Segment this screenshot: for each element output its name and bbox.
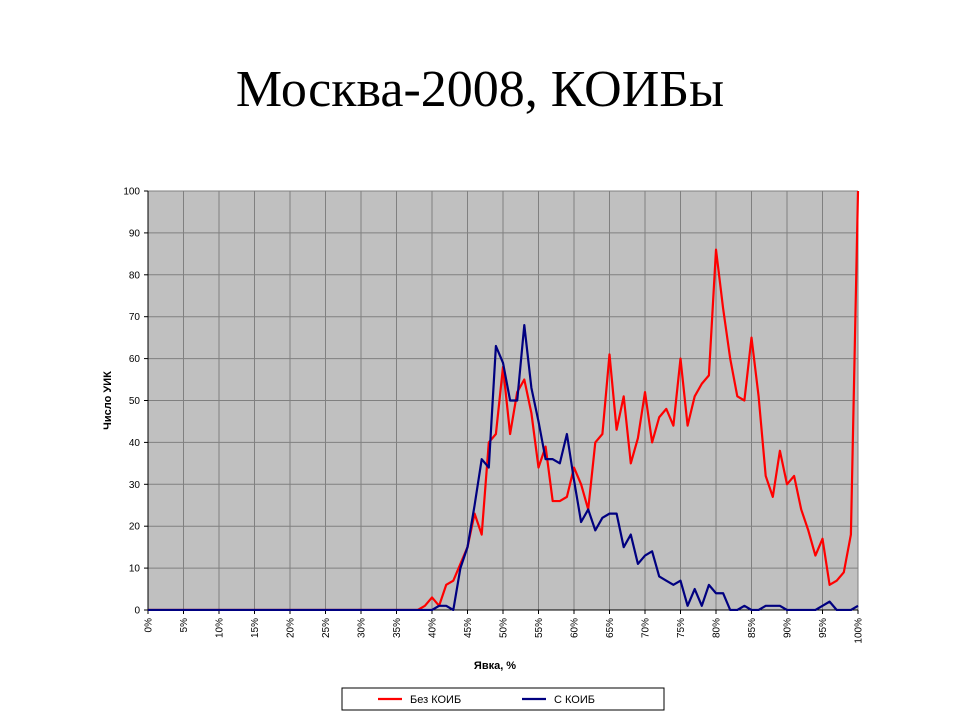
x-tick-label: 20% bbox=[286, 618, 297, 638]
x-tick-label: 90% bbox=[783, 618, 794, 638]
x-tick-label: 40% bbox=[428, 618, 439, 638]
x-tick-label: 70% bbox=[641, 618, 652, 638]
y-axis-label: Число УИК bbox=[102, 371, 114, 430]
x-tick-label: 10% bbox=[215, 618, 226, 638]
x-tick-label: 65% bbox=[605, 618, 616, 638]
y-tick-label: 90 bbox=[129, 228, 141, 239]
legend-label-bez-koib: Без КОИБ bbox=[410, 694, 461, 706]
y-tick-label: 70 bbox=[129, 312, 141, 323]
x-tick-label: 75% bbox=[676, 618, 687, 638]
x-axis: 0% 5% 10% 15% 20% 25% 30% 35% 40% 45% 50% 55% 60% 65%… bbox=[144, 609, 865, 644]
legend-box bbox=[341, 687, 665, 711]
x-tick-label: 35% bbox=[392, 618, 403, 638]
y-tick-label: 40 bbox=[129, 438, 141, 449]
x-tick-label: 45% bbox=[463, 618, 474, 638]
x-tick-label: 85% bbox=[747, 618, 758, 638]
x-tick-label: 25% bbox=[321, 618, 332, 638]
x-axis-label: Явка, % bbox=[474, 660, 516, 672]
y-axis: 0 10 20 30 40 50 60 70 80 90 100 bbox=[123, 187, 149, 617]
series-line-s-koib bbox=[148, 323, 859, 611]
x-tick-label: 60% bbox=[570, 618, 581, 638]
x-tick-label: 30% bbox=[357, 618, 368, 638]
series-layer bbox=[148, 190, 860, 611]
x-tick-label: 80% bbox=[712, 618, 723, 638]
x-tick-label: 95% bbox=[818, 618, 829, 638]
y-tick-label: 30 bbox=[129, 480, 141, 491]
x-tick-label: 5% bbox=[179, 618, 190, 633]
x-tick-label: 0% bbox=[144, 618, 155, 633]
y-tick-label: 50 bbox=[129, 396, 141, 407]
y-tick-label: 60 bbox=[129, 354, 141, 365]
x-tick-label: 15% bbox=[250, 618, 261, 638]
x-tick-label: 55% bbox=[534, 618, 545, 638]
y-tick-label: 10 bbox=[129, 564, 141, 575]
y-tick-label: 80 bbox=[129, 270, 141, 281]
y-tick-label: 0 bbox=[134, 606, 140, 617]
x-tick-label: 100% bbox=[854, 618, 865, 644]
gridlines bbox=[148, 190, 859, 610]
legend-label-s-koib: С КОИБ bbox=[554, 694, 595, 706]
y-tick-label: 100 bbox=[123, 187, 140, 198]
slide-title: Москва-2008, КОИБы bbox=[235, 61, 725, 118]
legend: Без КОИБ С КОИБ bbox=[341, 687, 665, 711]
y-tick-label: 20 bbox=[129, 522, 141, 533]
x-tick-label: 50% bbox=[499, 618, 510, 638]
